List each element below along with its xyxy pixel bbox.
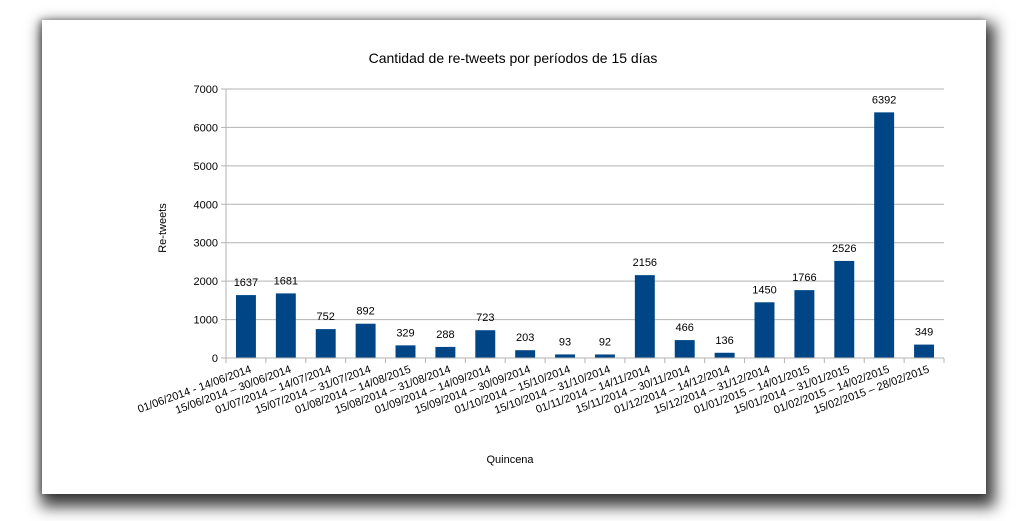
- bar: [714, 352, 735, 358]
- data-label: 2156: [633, 257, 657, 269]
- bar: [235, 295, 256, 358]
- y-tick-label: 3000: [194, 238, 218, 250]
- bar: [435, 346, 456, 358]
- bar: [395, 345, 416, 358]
- data-label: 723: [476, 312, 494, 324]
- data-label: 92: [599, 336, 611, 348]
- chart-frame: [42, 20, 986, 494]
- bar: [794, 290, 815, 358]
- y-tick-label: 5000: [194, 161, 218, 173]
- y-tick-label: 0: [212, 353, 218, 365]
- data-labels: 1637 1681 752 892 329 288 723 203 93 92 2156 466 136…: [234, 94, 934, 348]
- axes: [225, 89, 944, 359]
- bar: [634, 275, 655, 358]
- y-tick-label: 1000: [194, 315, 218, 327]
- bar: [515, 350, 536, 358]
- bar: [834, 260, 855, 358]
- y-tick-label: 6000: [194, 122, 218, 134]
- bar: [914, 344, 935, 358]
- y-tick-label: 2000: [194, 276, 218, 288]
- bar: [754, 302, 775, 358]
- chart-title: Cantidad de re-tweets por períodos de 15…: [369, 50, 658, 66]
- data-label: 329: [396, 327, 414, 339]
- data-label: 1450: [752, 284, 776, 296]
- y-axis-label: Re-tweets: [157, 203, 169, 253]
- bar: [475, 330, 496, 358]
- data-label: 203: [516, 332, 534, 344]
- data-label: 1637: [234, 277, 258, 289]
- y-tick-label: 4000: [194, 199, 218, 211]
- data-label: 892: [356, 306, 374, 318]
- data-label: 1766: [792, 272, 816, 284]
- data-label: 2526: [832, 243, 856, 255]
- data-label: 6392: [872, 94, 896, 106]
- bar: [275, 293, 296, 358]
- bar: [674, 340, 695, 358]
- data-label: 136: [715, 335, 733, 347]
- bar: [594, 354, 615, 358]
- y-tick-label: 7000: [194, 84, 218, 96]
- data-label: 466: [676, 322, 694, 334]
- data-label: 752: [317, 311, 335, 323]
- bar: [874, 112, 895, 359]
- bar: [315, 329, 336, 358]
- bar: [355, 323, 376, 358]
- data-label: 1681: [274, 275, 298, 287]
- y-axis-ticks: 0 1000 2000 3000 4000 5000 6000 7000: [194, 84, 226, 365]
- data-label: 93: [559, 336, 571, 348]
- bar: [555, 354, 576, 358]
- data-label: 349: [915, 327, 933, 339]
- bars: [235, 112, 935, 359]
- x-axis-label: Quincena: [486, 454, 534, 466]
- data-label: 288: [436, 329, 454, 341]
